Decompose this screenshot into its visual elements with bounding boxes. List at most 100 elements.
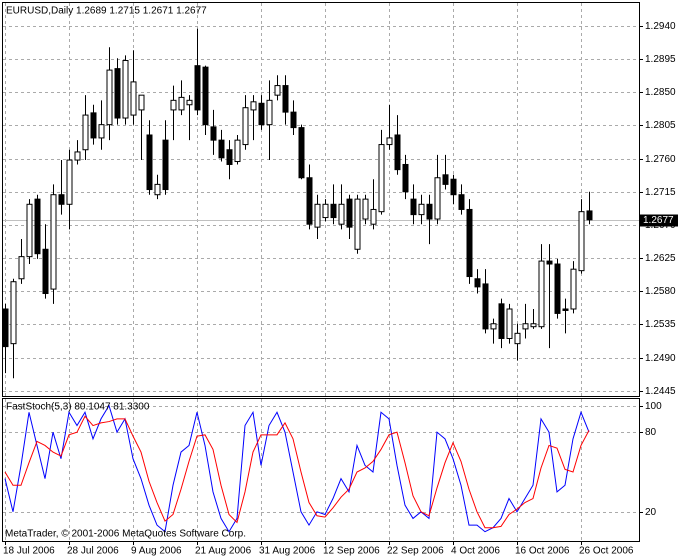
y-tick-label: 100 xyxy=(645,401,662,412)
candle-body xyxy=(122,60,129,119)
candle-body xyxy=(482,283,489,330)
x-tick-label: 9 Aug 2006 xyxy=(131,546,182,557)
candle-body xyxy=(354,198,361,250)
candle-body xyxy=(282,85,289,113)
y-tick-label: 1.2490 xyxy=(645,353,676,364)
y-tick-label: 80 xyxy=(645,427,657,438)
x-tick-label: 21 Aug 2006 xyxy=(195,546,252,557)
y-tick-label: 1.2805 xyxy=(645,120,676,131)
candle-body xyxy=(274,85,281,96)
price-label-box xyxy=(640,214,678,227)
candle-body xyxy=(330,203,337,219)
candle-body xyxy=(154,183,161,196)
candle-body xyxy=(218,139,225,159)
candle-body xyxy=(306,177,313,225)
candle-body xyxy=(522,323,529,330)
candle-body xyxy=(82,114,89,151)
candle-body xyxy=(506,308,513,339)
x-tick-label: 18 Jul 2006 xyxy=(3,546,55,557)
main-panel-frame xyxy=(2,2,640,397)
candle-body xyxy=(570,268,577,310)
candle-body xyxy=(402,163,409,193)
candle-body xyxy=(74,151,81,161)
candle-body xyxy=(538,260,545,328)
y-tick-label: 1.2535 xyxy=(645,319,676,330)
x-tick-label: 28 Jul 2006 xyxy=(67,546,119,557)
candle-body xyxy=(386,137,393,146)
candle-body xyxy=(474,278,481,288)
candle-body xyxy=(178,96,185,111)
candle-body xyxy=(362,198,369,220)
current-price-label: 1.2677 xyxy=(643,215,674,226)
candle-body xyxy=(98,124,105,139)
y-tick-label: 1.2940 xyxy=(645,21,676,32)
candle-body xyxy=(322,203,329,219)
candle-body xyxy=(114,68,121,119)
candle-body xyxy=(186,99,193,106)
candle-body xyxy=(130,81,137,116)
stoch-line xyxy=(4,415,590,529)
candle-body xyxy=(370,208,377,225)
candle-body xyxy=(490,323,497,330)
candle-body xyxy=(242,107,249,146)
copyright: MetaTrader, © 2001-2006 MetaQuotes Softw… xyxy=(5,529,246,540)
y-tick-label: 20 xyxy=(645,507,657,518)
candle-body xyxy=(138,94,145,111)
x-tick-label: 12 Sep 2006 xyxy=(323,546,380,557)
candle-body xyxy=(50,194,57,290)
candle-body xyxy=(202,66,209,126)
y-tick-label: 1.2850 xyxy=(645,87,676,98)
indicator-panel-frame xyxy=(2,398,640,542)
candle-body xyxy=(426,203,433,220)
candle-body xyxy=(562,308,569,311)
y-tick-label: 1.2895 xyxy=(645,54,676,65)
candle-body xyxy=(450,178,457,196)
candle-body xyxy=(586,210,593,221)
candle-body xyxy=(34,198,41,255)
x-tick-label: 22 Sep 2006 xyxy=(387,546,444,557)
candle-body xyxy=(346,198,353,228)
candle-body xyxy=(170,99,177,111)
candle-body xyxy=(250,101,257,111)
y-tick-label: 1.2760 xyxy=(645,154,676,165)
candle-body xyxy=(378,144,385,213)
candle-body xyxy=(514,332,521,345)
candle-body xyxy=(434,177,441,220)
candle-body xyxy=(26,203,33,258)
candle-body xyxy=(410,198,417,216)
y-tick-label: 1.2445 xyxy=(645,386,676,397)
candle-body xyxy=(106,69,113,126)
stoch-line xyxy=(4,404,590,533)
candle-body xyxy=(458,194,465,210)
candle-body xyxy=(210,126,217,141)
x-tick-label: 16 Oct 2006 xyxy=(515,546,570,557)
x-tick-label: 26 Oct 2006 xyxy=(579,546,634,557)
candle-body xyxy=(338,203,345,225)
chart-title: EURUSD,Daily 1.2689 1.2715 1.2671 1.2677 xyxy=(6,6,207,17)
candle-body xyxy=(530,323,537,328)
candle-body xyxy=(226,149,233,165)
x-tick-label: 31 Aug 2006 xyxy=(259,546,316,557)
candle-body xyxy=(394,134,401,171)
candle-body xyxy=(498,303,505,339)
candle-body xyxy=(258,102,265,126)
candle-body xyxy=(234,139,241,163)
y-tick-label: 1.2625 xyxy=(645,253,676,264)
y-tick-label: 1.2580 xyxy=(645,286,676,297)
candle-body xyxy=(146,134,153,191)
candle-body xyxy=(442,174,449,185)
candle-body xyxy=(194,65,201,111)
candle-body xyxy=(2,308,9,348)
candle-body xyxy=(90,112,97,139)
candle-body xyxy=(466,208,473,278)
candle-body xyxy=(18,256,25,280)
candle-body xyxy=(546,260,553,265)
candle-body xyxy=(266,99,273,126)
candle-body xyxy=(418,203,425,216)
candle-body xyxy=(162,139,169,191)
y-tick-label: 1.2715 xyxy=(645,187,676,198)
candle-body xyxy=(66,159,73,205)
candle-body xyxy=(58,194,65,205)
